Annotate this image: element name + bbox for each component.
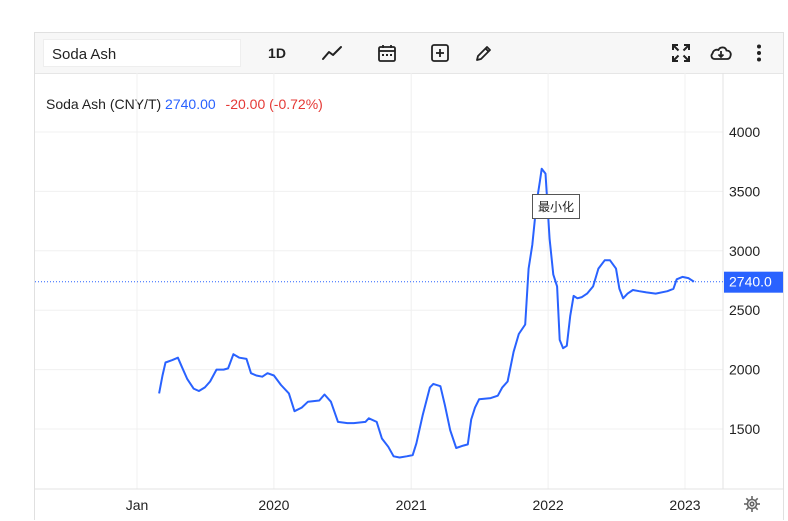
interval-button[interactable]: 1D <box>261 39 293 67</box>
draw-pencil-icon <box>476 46 491 61</box>
y-tick-label: 2000 <box>729 362 760 378</box>
legend-symbol: Soda Ash (CNY/T) <box>46 96 162 112</box>
minimize-tooltip: 最小化 <box>532 194 581 219</box>
legend-price: 2740.00 <box>165 96 216 112</box>
x-tick-label: 2021 <box>396 497 427 513</box>
more-vertical-icon <box>757 44 761 62</box>
chart-type-button[interactable] <box>316 39 348 67</box>
y-tick-label: 1500 <box>729 421 760 437</box>
x-tick-label: 2023 <box>669 497 700 513</box>
add-indicator-button[interactable] <box>424 39 456 67</box>
gear-icon[interactable] <box>743 495 761 513</box>
date-range-button[interactable] <box>371 39 403 67</box>
x-tick-label: 2022 <box>533 497 564 513</box>
cloud-download-icon <box>710 46 732 60</box>
download-button[interactable] <box>705 39 737 67</box>
last-price-tag <box>724 271 783 293</box>
line-chart-icon <box>322 46 342 60</box>
interval-label: 1D <box>268 45 286 61</box>
y-tick-label: 3500 <box>729 183 760 199</box>
y-tick-label: 3000 <box>729 243 760 259</box>
calendar-icon <box>378 45 396 62</box>
symbol-search-input[interactable] <box>43 39 241 67</box>
price-chart[interactable]: 1500 2000 2500 3000 3500 4000 Jan 2020 2021 2022 2… <box>35 33 783 521</box>
fullscreen-icon <box>672 44 690 62</box>
fullscreen-button[interactable] <box>665 39 697 67</box>
y-tick-label: 4000 <box>729 124 760 140</box>
x-tick-label: 2020 <box>258 497 289 513</box>
add-indicator-icon <box>431 44 449 62</box>
y-tick-label: 2500 <box>729 302 760 318</box>
price-series-line <box>158 167 695 459</box>
x-tick-label: Jan <box>126 497 149 513</box>
more-options-button[interactable] <box>743 39 775 67</box>
last-price-label: 2740.0 <box>729 274 772 290</box>
draw-button[interactable] <box>468 39 500 67</box>
chart-toolbar: 1D <box>35 33 783 74</box>
chart-frame: 1D <box>34 32 784 520</box>
